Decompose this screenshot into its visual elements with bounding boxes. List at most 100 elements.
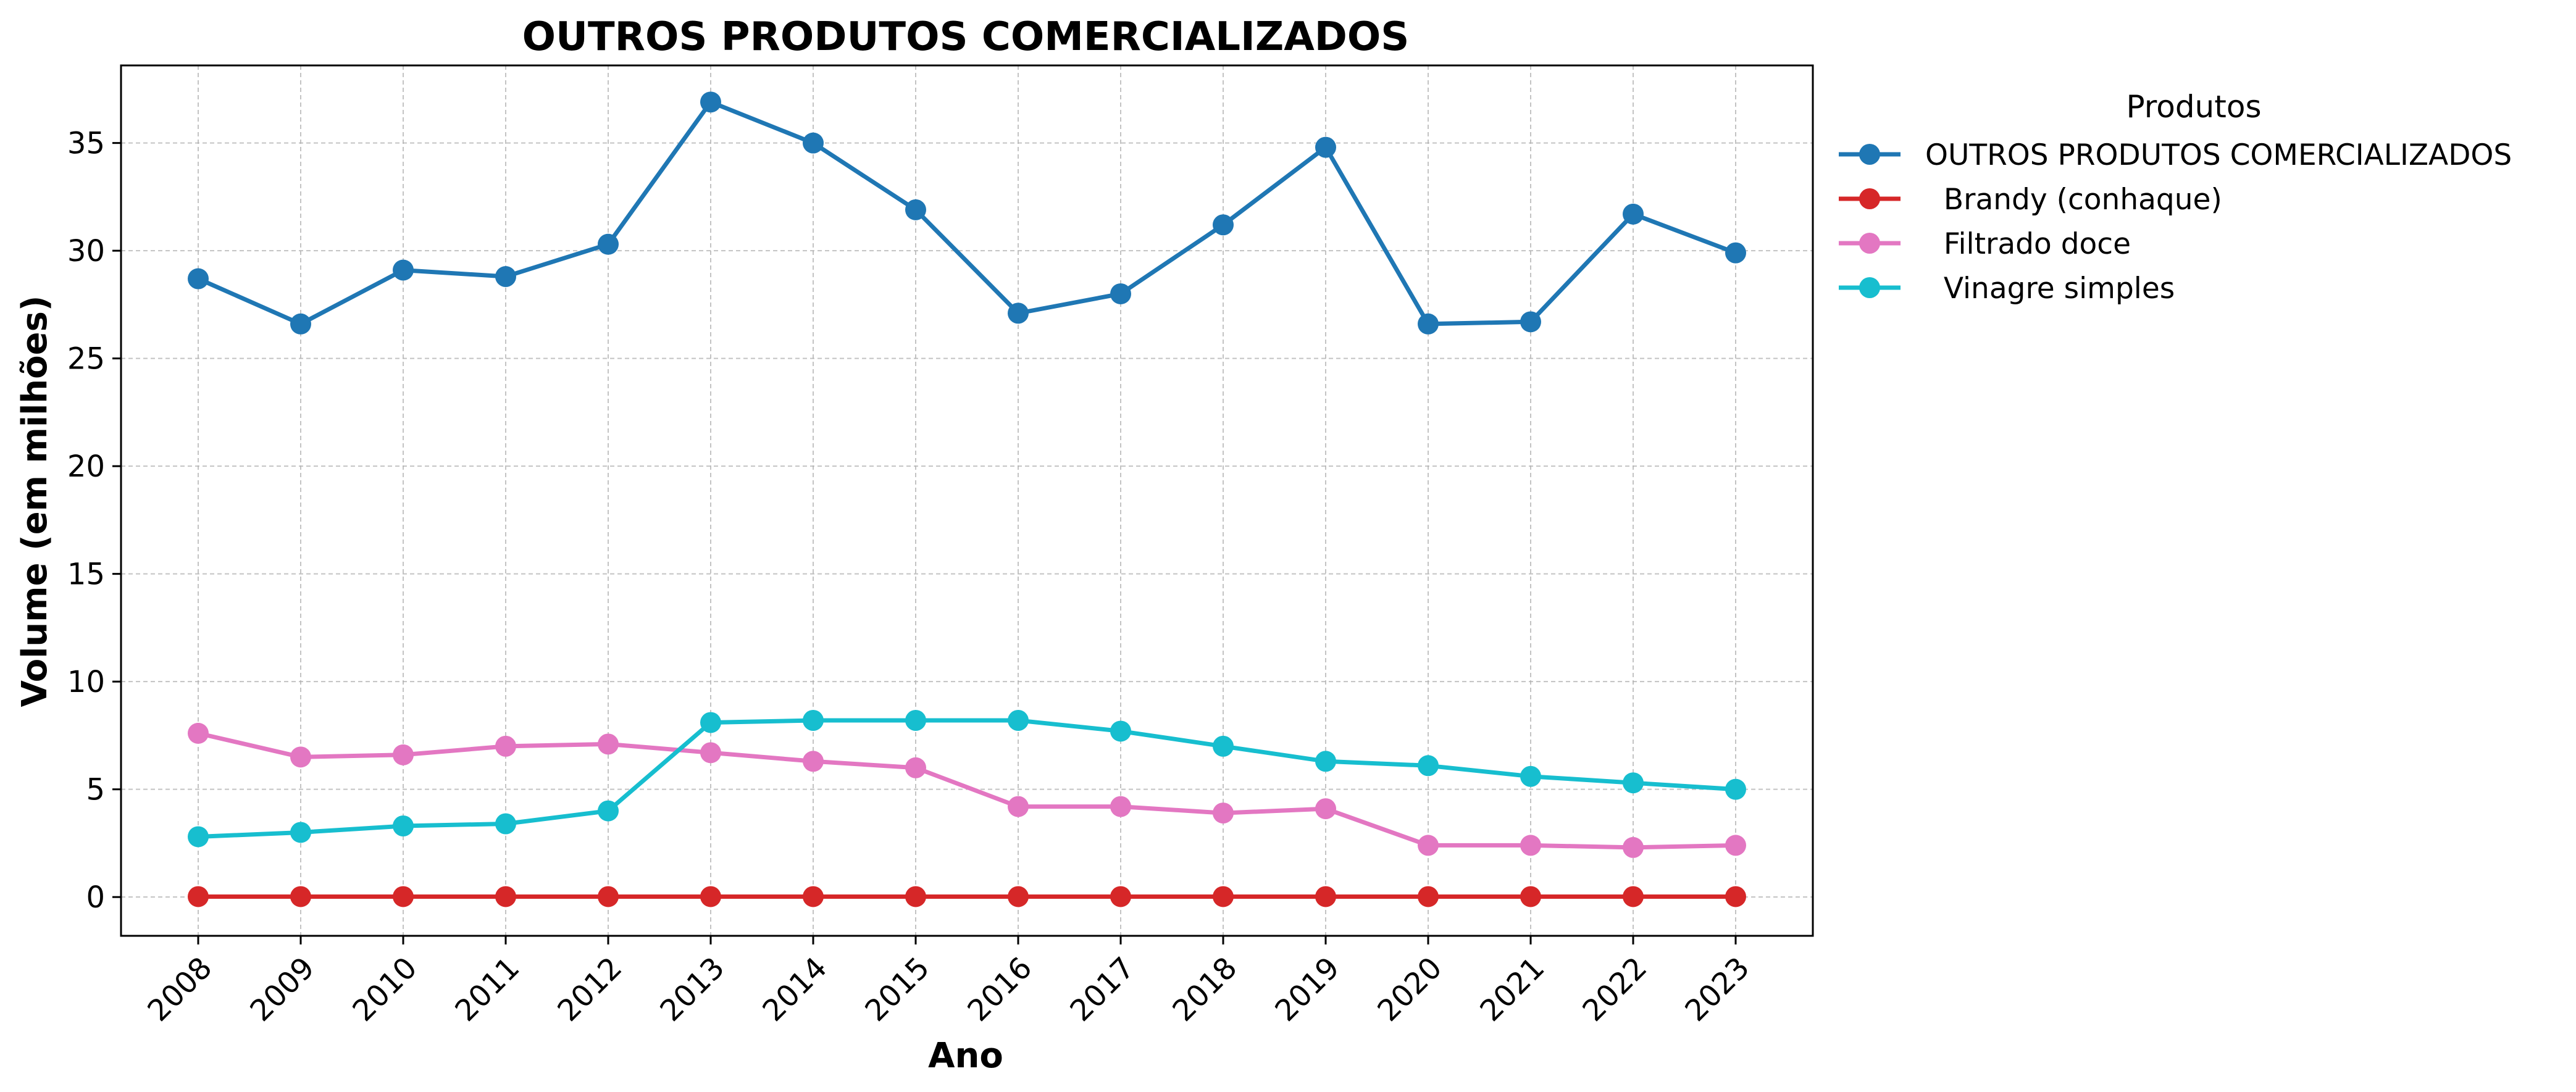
- series-line: [198, 718, 1736, 839]
- data-point: [1315, 751, 1336, 772]
- legend-label: Brandy (conhaque): [1925, 183, 2222, 217]
- data-point: [290, 886, 311, 907]
- x-tick-label: 2016: [961, 951, 1039, 1028]
- x-tick-label: 2014: [756, 951, 834, 1028]
- data-point: [803, 886, 824, 907]
- data-point: [905, 199, 926, 220]
- data-point: [1520, 835, 1541, 856]
- data-point: [1315, 136, 1336, 158]
- series-group: [188, 91, 1746, 907]
- data-point: [1623, 772, 1644, 794]
- data-point: [1725, 886, 1746, 907]
- legend-item: Brandy (conhaque): [1839, 183, 2222, 217]
- legend-marker: [1859, 233, 1880, 254]
- data-point: [188, 722, 209, 744]
- data-point: [1213, 214, 1234, 236]
- x-tick-label: 2012: [551, 951, 629, 1028]
- data-point: [393, 886, 414, 907]
- data-point: [1623, 203, 1644, 225]
- x-tick-label: 2018: [1166, 951, 1244, 1028]
- data-point: [598, 233, 619, 255]
- plot-area-frame: [120, 64, 1814, 937]
- data-point: [1110, 796, 1131, 817]
- data-point: [1213, 735, 1234, 757]
- data-point: [700, 712, 721, 733]
- legend-marker: [1859, 277, 1880, 298]
- data-point: [188, 886, 209, 907]
- data-point: [290, 313, 311, 335]
- data-point: [1008, 302, 1029, 324]
- data-point: [1418, 835, 1439, 856]
- legend-label: OUTROS PRODUTOS COMERCIALIZADOS: [1925, 138, 2512, 172]
- data-point: [1213, 886, 1234, 907]
- x-axis-label: Ano: [928, 1036, 1003, 1076]
- data-point: [1623, 836, 1644, 858]
- legend-marker: [1859, 188, 1880, 209]
- data-point: [905, 709, 926, 731]
- data-point: [495, 886, 516, 907]
- legend-label: Vinagre simples: [1925, 272, 2175, 306]
- data-point: [1725, 242, 1746, 264]
- data-point: [1725, 835, 1746, 856]
- data-point: [1418, 755, 1439, 777]
- x-tick-label: 2015: [858, 951, 936, 1028]
- data-point: [1008, 886, 1029, 907]
- data-point: [1008, 709, 1029, 731]
- x-tick-label: 2020: [1371, 951, 1449, 1028]
- data-point: [905, 757, 926, 778]
- x-tick-label: 2013: [653, 951, 731, 1028]
- x-tick-label: 2008: [141, 951, 219, 1028]
- data-point: [905, 886, 926, 907]
- x-tick-label: 2011: [448, 951, 526, 1028]
- data-point: [1315, 886, 1336, 907]
- y-tick-label: 20: [67, 449, 105, 484]
- y-tick-label: 10: [67, 665, 105, 699]
- y-tick-label: 35: [67, 127, 105, 161]
- data-point: [188, 268, 209, 290]
- data-point: [1520, 886, 1541, 907]
- data-point: [393, 815, 414, 837]
- y-tick-label: 5: [86, 773, 105, 807]
- data-point: [495, 813, 516, 835]
- series-1: [188, 886, 1746, 907]
- data-point: [1520, 765, 1541, 787]
- data-point: [803, 751, 824, 772]
- data-point: [1213, 802, 1234, 824]
- data-point: [598, 800, 619, 822]
- data-point: [1110, 720, 1131, 742]
- legend-item: OUTROS PRODUTOS COMERCIALIZADOS: [1839, 138, 2512, 172]
- data-point: [700, 742, 721, 764]
- legend-item: Vinagre simples: [1839, 272, 2175, 306]
- data-point: [598, 733, 619, 755]
- legend-item: Filtrado doce: [1839, 227, 2131, 261]
- legend: Produtos OUTROS PRODUTOS COMERCIALIZADOS…: [1839, 89, 2512, 306]
- chart-title: OUTROS PRODUTOS COMERCIALIZADOS: [522, 14, 1410, 60]
- data-point: [598, 886, 619, 907]
- data-point: [1725, 778, 1746, 800]
- data-point: [700, 886, 721, 907]
- data-point: [1520, 311, 1541, 333]
- data-point: [803, 709, 824, 731]
- legend-marker: [1859, 144, 1880, 165]
- data-point: [290, 822, 311, 843]
- data-point: [1418, 313, 1439, 335]
- data-point: [290, 746, 311, 768]
- data-point: [1008, 796, 1029, 817]
- data-point: [1418, 886, 1439, 907]
- data-point: [495, 266, 516, 288]
- data-point: [393, 744, 414, 765]
- series-line: [198, 731, 1736, 850]
- y-axis-label: Volume (em milhões): [15, 295, 55, 707]
- x-tick-label: 2023: [1678, 951, 1756, 1028]
- data-point: [1110, 283, 1131, 304]
- data-point: [393, 259, 414, 281]
- data-point: [1315, 798, 1336, 820]
- y-tick-label: 25: [67, 342, 105, 377]
- data-point: [700, 91, 721, 113]
- x-tick-label: 2009: [243, 951, 321, 1028]
- x-tick-label: 2017: [1063, 951, 1141, 1028]
- x-tick-label: 2021: [1473, 951, 1551, 1028]
- x-tick-label: 2022: [1576, 951, 1654, 1028]
- data-point: [1623, 886, 1644, 907]
